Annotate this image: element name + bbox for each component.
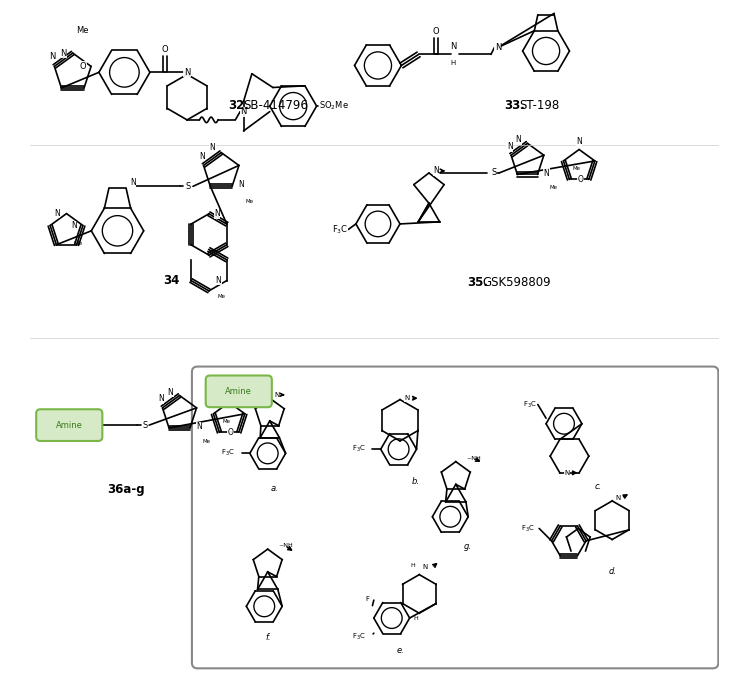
Text: N: N: [214, 209, 220, 218]
Text: a.: a.: [270, 484, 279, 493]
Text: N: N: [404, 395, 410, 401]
Text: F$_3$C: F$_3$C: [521, 524, 534, 533]
Text: Me: Me: [76, 26, 88, 35]
Text: N: N: [507, 143, 512, 152]
Text: F: F: [365, 596, 369, 601]
Text: 36a-g: 36a-g: [107, 483, 145, 495]
Text: N: N: [49, 52, 55, 61]
Text: N: N: [240, 107, 246, 116]
Text: ST-198: ST-198: [519, 99, 560, 112]
Text: SB-414796: SB-414796: [243, 99, 309, 112]
Text: O: O: [577, 175, 583, 184]
Text: N: N: [576, 136, 582, 146]
Text: N: N: [515, 135, 521, 145]
Text: F$_3$C: F$_3$C: [221, 449, 234, 458]
Text: N: N: [199, 152, 205, 161]
Text: GSK598809: GSK598809: [482, 276, 551, 289]
Text: Me: Me: [223, 419, 231, 424]
Text: d.: d.: [609, 567, 616, 576]
Text: N: N: [158, 394, 164, 403]
Text: O: O: [228, 428, 234, 437]
FancyBboxPatch shape: [192, 367, 718, 668]
Text: c.: c.: [595, 482, 602, 491]
Text: ~NH: ~NH: [278, 543, 293, 548]
Text: N: N: [494, 43, 501, 52]
Text: N: N: [54, 209, 60, 218]
Text: f.: f.: [265, 633, 270, 641]
Text: Me: Me: [73, 240, 82, 246]
Text: O: O: [432, 27, 439, 37]
Text: N: N: [433, 166, 439, 176]
Text: N: N: [168, 387, 174, 397]
Text: H: H: [450, 60, 455, 66]
FancyBboxPatch shape: [206, 376, 272, 407]
Text: F$_3$C: F$_3$C: [352, 633, 366, 642]
Text: Amine: Amine: [56, 420, 82, 430]
Text: 33.: 33.: [504, 99, 525, 112]
Text: N: N: [422, 564, 428, 570]
Text: F$_3$C: F$_3$C: [352, 444, 366, 454]
Text: F$_3$C: F$_3$C: [332, 223, 348, 236]
Text: H: H: [410, 563, 415, 568]
Text: O: O: [79, 62, 86, 71]
Text: Me: Me: [550, 185, 558, 190]
FancyBboxPatch shape: [36, 409, 103, 441]
Text: N: N: [61, 48, 67, 58]
Text: e.: e.: [396, 646, 404, 655]
Text: b.: b.: [412, 477, 420, 486]
Text: Me: Me: [202, 439, 210, 444]
Text: Me: Me: [246, 198, 254, 204]
Text: S: S: [492, 168, 497, 178]
Text: N: N: [274, 392, 279, 398]
Text: N: N: [544, 169, 550, 178]
Text: S: S: [142, 420, 148, 430]
Text: N: N: [238, 181, 244, 189]
Text: Me: Me: [573, 166, 581, 171]
Text: N: N: [450, 42, 456, 51]
Text: O: O: [162, 45, 169, 54]
Text: N: N: [184, 68, 190, 77]
Text: N: N: [564, 470, 569, 476]
Text: F$_3$C: F$_3$C: [523, 400, 536, 409]
Text: N: N: [615, 495, 620, 501]
Text: N: N: [71, 221, 77, 230]
Text: N: N: [196, 422, 202, 431]
Text: N: N: [210, 143, 215, 152]
Text: Me: Me: [217, 294, 225, 299]
Text: S: S: [186, 182, 191, 191]
Text: g.: g.: [464, 542, 472, 551]
Text: N: N: [216, 276, 222, 285]
Text: Amine: Amine: [225, 387, 252, 396]
Text: 32.: 32.: [228, 99, 249, 112]
Text: 34: 34: [163, 274, 179, 287]
Text: N: N: [226, 389, 232, 399]
Text: N: N: [130, 178, 136, 187]
Text: 35.: 35.: [467, 276, 488, 289]
Text: H: H: [413, 616, 418, 621]
Text: ~NH: ~NH: [466, 455, 481, 461]
Text: SO$_2$Me: SO$_2$Me: [319, 100, 349, 112]
